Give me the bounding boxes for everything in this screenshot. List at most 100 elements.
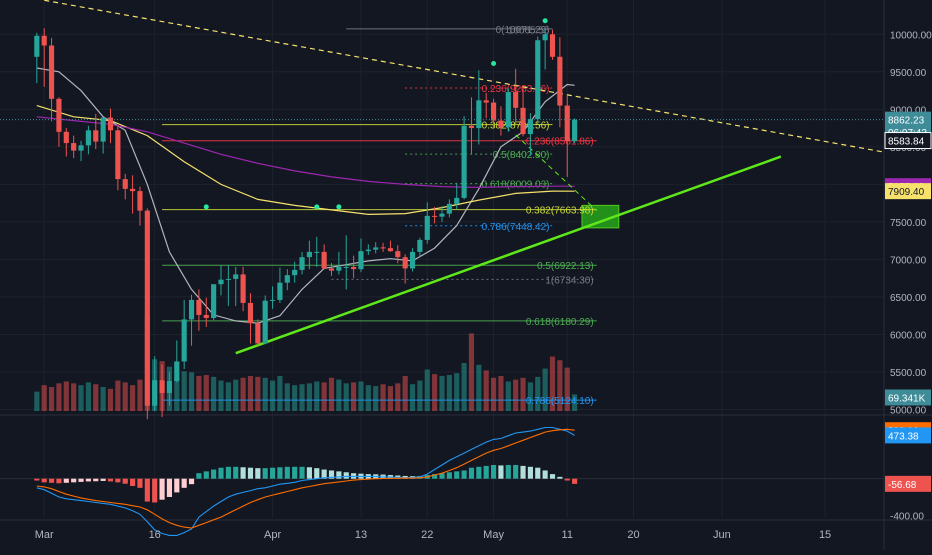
volume-bar	[48, 387, 55, 411]
x-tick-label: 15	[819, 529, 831, 541]
macd-histogram-bar	[439, 473, 445, 479]
y-tick-label: 9000.00	[890, 105, 927, 116]
candle-body	[527, 119, 533, 135]
price-label-box	[885, 183, 931, 200]
macd-histogram-bar	[85, 478, 91, 482]
candle-body	[166, 380, 173, 393]
volume-bar	[63, 381, 69, 411]
fib-level-label: 0.786(7448.42)	[482, 222, 550, 233]
fibonacci-layer: 0(10071.29)0.236(9283.76)0.382(8796.56)0…	[162, 25, 597, 407]
volume-bar	[365, 385, 371, 411]
candle-body	[490, 102, 497, 121]
macd-histogram-bar	[115, 478, 121, 483]
candle-body	[85, 130, 91, 146]
candle-body	[424, 215, 430, 240]
x-tick-label: 22	[421, 529, 433, 541]
macd-histogram-bar	[314, 468, 320, 479]
macd-histogram-bar	[505, 464, 511, 479]
volume-bar	[130, 385, 136, 411]
volume-bar	[100, 387, 106, 411]
candle-body	[115, 130, 121, 180]
price-label-box	[885, 475, 931, 492]
price-label-text: 69.341K	[888, 393, 926, 404]
macd-histogram-bar	[34, 478, 40, 481]
volume-bar	[380, 384, 386, 411]
y-tick-label: 5000.00	[890, 405, 927, 416]
macd-histogram-bar	[284, 466, 290, 479]
volume-bar	[490, 377, 497, 411]
volume-bar	[498, 375, 504, 411]
y-tick-label: 6000.00	[890, 330, 927, 341]
candle-body	[446, 203, 452, 214]
candle-body	[336, 266, 342, 271]
volume-bar	[240, 377, 246, 411]
price-label-box	[885, 427, 931, 444]
trendline	[515, 134, 598, 211]
candle-body	[358, 251, 364, 270]
volume-bar	[454, 373, 460, 411]
macd-histogram-bar	[152, 478, 158, 503]
macd-histogram-bar	[174, 478, 180, 493]
candle-body	[41, 35, 47, 46]
price-label-text: 473.38	[888, 431, 919, 442]
candle-body	[542, 34, 548, 41]
macd-signal-line	[36, 428, 575, 529]
volume-bar	[196, 375, 202, 411]
candle-body	[432, 215, 438, 217]
macd-histogram-bar	[513, 464, 519, 479]
macd-histogram-bar	[343, 472, 349, 479]
price-label-badge: 8583.84	[884, 132, 932, 150]
candle-body	[174, 361, 180, 381]
macd-histogram-bar	[321, 469, 327, 479]
volume-bar	[336, 379, 342, 411]
candle-body	[402, 257, 408, 269]
candle-body	[572, 119, 578, 141]
volume-bar	[542, 368, 548, 411]
candle-body	[417, 239, 423, 252]
candle-body	[107, 117, 114, 131]
macd-histogram-bar	[564, 478, 570, 481]
candle-body	[461, 125, 467, 198]
macd-histogram-bar	[41, 478, 47, 483]
candle-body	[395, 251, 401, 258]
volume-bar	[461, 363, 467, 411]
candle-body	[152, 380, 158, 406]
candle-body	[483, 100, 489, 103]
fib-level-label: 0.382(8796.56)	[482, 121, 550, 132]
macd-histogram-bar	[542, 470, 548, 479]
candle-body	[100, 117, 106, 142]
macd-histogram-bar	[277, 467, 283, 479]
volume-bar	[181, 371, 187, 411]
candle-body	[130, 188, 136, 192]
volume-bar	[373, 386, 379, 411]
price-label-text: 8583.84	[888, 137, 925, 148]
moving-average-line	[36, 116, 575, 189]
price-label-badge: -56.68	[885, 475, 931, 492]
volume-bar	[107, 388, 114, 411]
volume-bar	[233, 379, 239, 411]
candle-body	[211, 284, 217, 318]
macd-histogram-bar	[211, 469, 217, 479]
candle-body	[277, 282, 283, 300]
candle-body	[454, 197, 460, 204]
candle-body	[284, 275, 290, 283]
volume-bar	[71, 383, 77, 411]
volume-bar	[203, 375, 209, 411]
volume-bar	[306, 383, 312, 411]
macd-pane	[0, 426, 884, 536]
target-zone-box	[581, 204, 620, 229]
volume-bar	[56, 383, 62, 411]
volume-bar	[439, 375, 445, 411]
volume-bar	[269, 380, 276, 411]
macd-histogram-bar	[218, 467, 224, 479]
candle-body	[409, 251, 416, 269]
y-tick-label: 5500.00	[890, 368, 927, 379]
volume-bar	[557, 360, 563, 411]
candle-body	[373, 247, 379, 250]
trendline	[235, 155, 782, 355]
macd-histogram-bar	[336, 471, 342, 479]
volume-bar	[520, 377, 526, 411]
volume-bar	[572, 394, 578, 411]
